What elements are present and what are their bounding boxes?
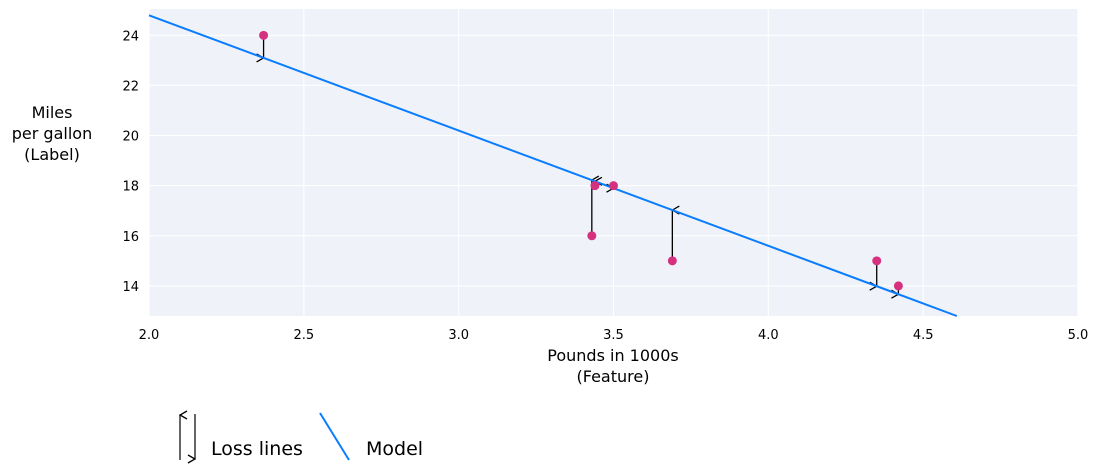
- data-point: [587, 231, 597, 241]
- y-axis-label-line2: per gallon: [12, 124, 92, 143]
- legend-model-line-icon: [319, 412, 350, 461]
- x-axis-label-line2: (Feature): [577, 367, 650, 386]
- model-line: [148, 14, 958, 317]
- x-tick-label: 3.5: [603, 328, 624, 343]
- y-tick-label: 16: [122, 230, 139, 245]
- legend: Loss lines Model: [180, 413, 423, 460]
- x-tick-label: 4.0: [758, 328, 779, 343]
- y-axis-label-line3: (Label): [24, 145, 80, 164]
- y-axis-label-line1: Miles: [32, 103, 73, 122]
- x-tick-label: 3.0: [448, 328, 469, 343]
- legend-model: Model: [366, 438, 423, 460]
- data-point: [609, 181, 618, 191]
- data-point: [259, 30, 269, 40]
- data-point: [872, 256, 882, 266]
- data-point: [667, 256, 677, 266]
- x-axis-label-line1: Pounds in 1000s: [547, 346, 678, 365]
- x-tick-label: 5.0: [1068, 328, 1089, 343]
- x-tick-label: 2.0: [139, 328, 160, 343]
- y-tick-label: 22: [122, 79, 139, 94]
- y-tick-label: 18: [122, 180, 139, 195]
- x-tick-label: 2.5: [293, 328, 314, 343]
- y-tick-label: 14: [122, 280, 139, 295]
- x-tick-label: 4.5: [913, 328, 934, 343]
- data-point: [590, 181, 600, 191]
- y-tick-label: 24: [122, 29, 139, 44]
- y-tick-label: 20: [122, 130, 139, 145]
- data-point: [893, 281, 903, 291]
- legend-loss-lines: Loss lines: [211, 438, 303, 460]
